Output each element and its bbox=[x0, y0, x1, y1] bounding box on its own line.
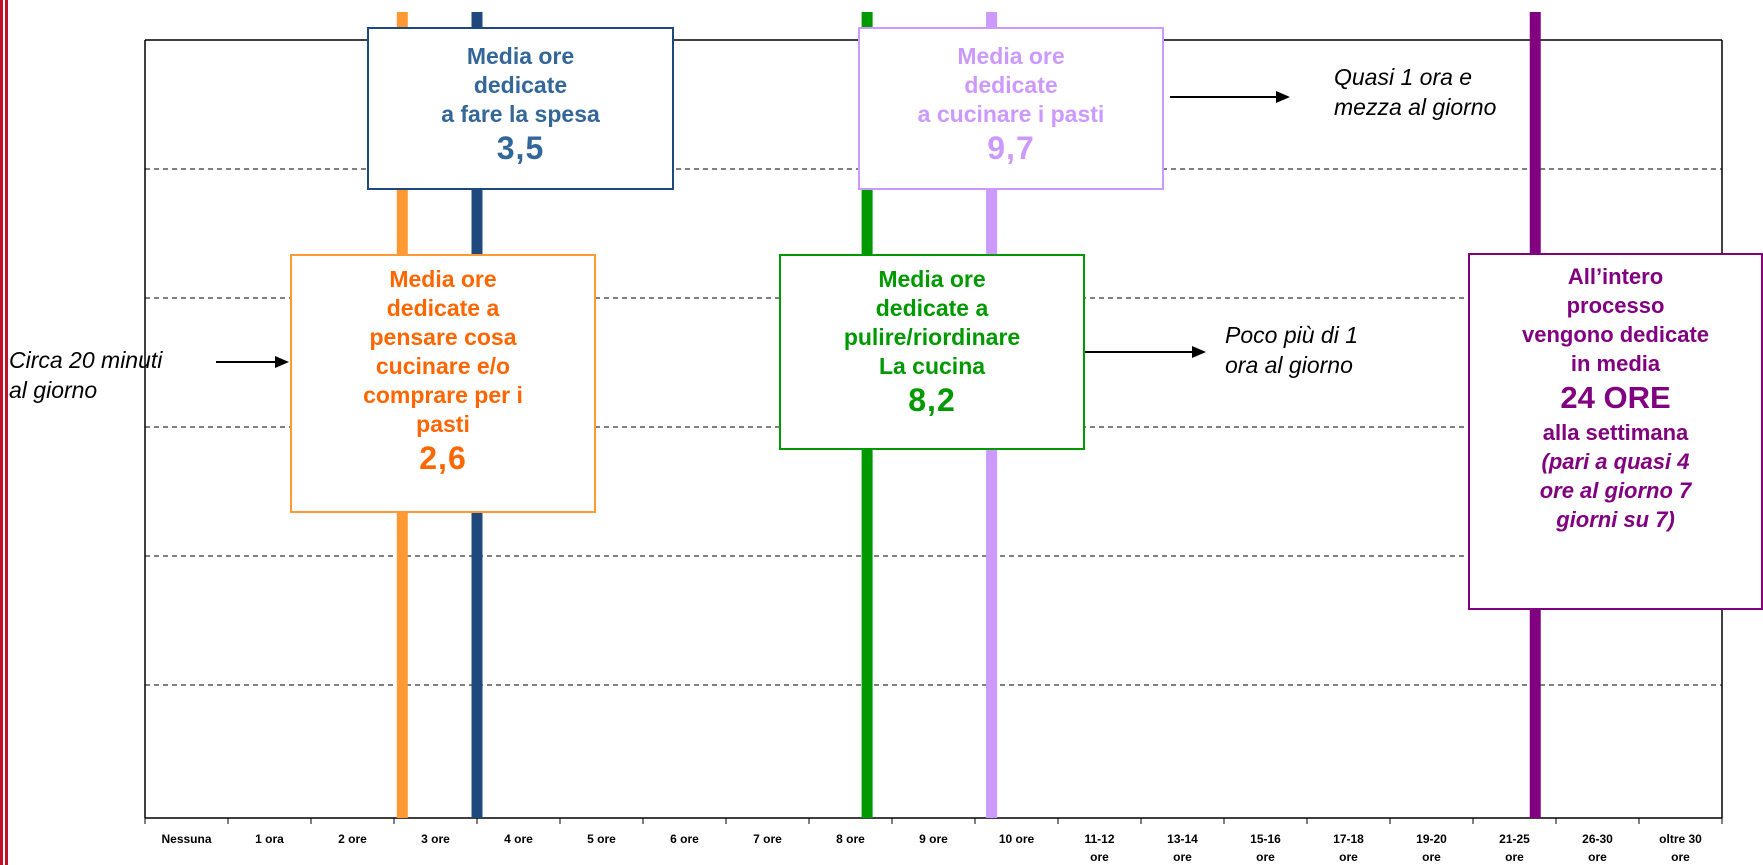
x-tick-label-16: 21-25 ore bbox=[1499, 832, 1530, 864]
box-cucinare-value: 9,7 bbox=[987, 130, 1035, 166]
x-tick-label-11: 11-12 ore bbox=[1084, 832, 1114, 864]
note-pensare-line-1: Circa 20 minuti bbox=[9, 347, 163, 373]
box-pensare-label-5: comprare per i bbox=[363, 382, 523, 408]
box-cucinare: Media ore dedicate a cucinare i pasti 9,… bbox=[858, 27, 1164, 190]
box-totale-label-5: alla settimana bbox=[1542, 420, 1689, 445]
box-cucinare-label-1: Media ore bbox=[957, 43, 1065, 69]
arrow-cucinare bbox=[1170, 91, 1290, 103]
x-tick-label-9: 9 ore bbox=[919, 832, 948, 846]
x-tick-label-7: 7 ore bbox=[753, 832, 782, 846]
box-totale-label-1: All’intero bbox=[1567, 264, 1664, 289]
x-tick-label-15: 19-20 ore bbox=[1416, 832, 1447, 864]
x-tick-label-3: 3 ore bbox=[421, 832, 450, 846]
x-tick-label-13: 15-16 ore bbox=[1250, 832, 1281, 864]
box-totale-label-2: processo bbox=[1566, 293, 1665, 318]
arrow-pensare bbox=[216, 356, 289, 368]
arrow-layer bbox=[216, 91, 1290, 368]
note-pulire: Poco più di 1 ora al giorno bbox=[1225, 320, 1358, 380]
box-pulire-value: 8,2 bbox=[908, 382, 956, 418]
note-pensare: Circa 20 minuti al giorno bbox=[9, 345, 162, 405]
box-pensare-value: 2,6 bbox=[419, 440, 467, 476]
box-pensare-label-2: dedicate a bbox=[386, 295, 500, 321]
note-pensare-line-2: al giorno bbox=[9, 377, 98, 403]
x-tick-label-1: 1 ora bbox=[255, 832, 284, 846]
box-totale-label-4: in media bbox=[1570, 351, 1661, 376]
box-totale-note-2: ore al giorno 7 bbox=[1539, 478, 1692, 503]
x-tick-label-6: 6 ore bbox=[670, 832, 699, 846]
box-pulire-label-1: Media ore bbox=[878, 266, 986, 292]
arrow-cucinare-head bbox=[1276, 91, 1290, 103]
box-spesa-label-3: a fare la spesa bbox=[441, 101, 600, 127]
left-border-inner-line bbox=[3, 0, 5, 865]
arrow-pulire bbox=[1084, 346, 1206, 358]
arrow-pulire-head bbox=[1192, 346, 1206, 358]
x-tick-label-18: oltre 30 ore bbox=[1659, 832, 1702, 864]
x-tick-label-14: 17-18 ore bbox=[1333, 832, 1364, 864]
box-pulire-label-3: pulire/riordinare bbox=[843, 324, 1021, 350]
box-cucinare-label-2: dedicate bbox=[964, 72, 1058, 98]
box-totale-big-value: 24 ORE bbox=[1560, 380, 1671, 415]
note-pulire-line-1: Poco più di 1 bbox=[1225, 322, 1358, 348]
x-tick-label-8: 8 ore bbox=[836, 832, 865, 846]
x-tick-label-5: 5 ore bbox=[587, 832, 616, 846]
box-totale-note-1: (pari a quasi 4 bbox=[1541, 449, 1690, 474]
note-cucinare-line-2: mezza al giorno bbox=[1334, 94, 1497, 120]
box-pensare-label-3: pensare cosa bbox=[369, 324, 517, 350]
box-pensare-label-6: pasti bbox=[416, 411, 470, 437]
box-pulire-label-4: La cucina bbox=[878, 353, 986, 379]
box-pulire-label-2: dedicate a bbox=[875, 295, 989, 321]
box-totale-label-3: vengono dedicate bbox=[1521, 322, 1710, 347]
box-spesa-label-2: dedicate bbox=[473, 72, 568, 98]
tick-layer: Nessuna 1 ora 2 ore 3 ore 4 ore 5 ore 6 ore 7 o… bbox=[144, 818, 1723, 864]
box-spesa-label-1: Media ore bbox=[466, 43, 575, 69]
x-tick-label-4: 4 ore bbox=[504, 832, 533, 846]
box-pensare-label-1: Media ore bbox=[389, 266, 497, 292]
note-pulire-line-2: ora al giorno bbox=[1225, 352, 1353, 378]
x-tick-label-0: Nessuna bbox=[161, 832, 211, 846]
box-cucinare-label-3: a cucinare i pasti bbox=[917, 101, 1105, 127]
box-pulire: Media ore dedicate a pulire/riordinare L… bbox=[779, 254, 1085, 450]
note-cucinare-line-1: Quasi 1 ora e bbox=[1334, 64, 1473, 90]
x-tick-label-10: 10 ore bbox=[999, 832, 1035, 846]
box-pensare: Media ore dedicate a pensare cosa cucina… bbox=[290, 254, 596, 513]
box-spesa: Media ore dedicate a fare la spesa 3,5 bbox=[367, 27, 674, 190]
x-tick-label-12: 13-14 ore bbox=[1167, 832, 1198, 864]
box-spesa-value: 3,5 bbox=[496, 130, 545, 166]
x-tick-label-2: 2 ore bbox=[338, 832, 367, 846]
box-pensare-label-4: cucinare e/o bbox=[375, 353, 511, 379]
x-tick-label-17: 26-30 ore bbox=[1582, 832, 1613, 864]
box-totale: All’intero processo vengono dedicate in … bbox=[1468, 253, 1763, 610]
note-cucinare: Quasi 1 ora e mezza al giorno bbox=[1334, 62, 1496, 122]
box-totale-note-3: giorni su 7) bbox=[1556, 507, 1675, 532]
arrow-pensare-head bbox=[275, 356, 289, 368]
